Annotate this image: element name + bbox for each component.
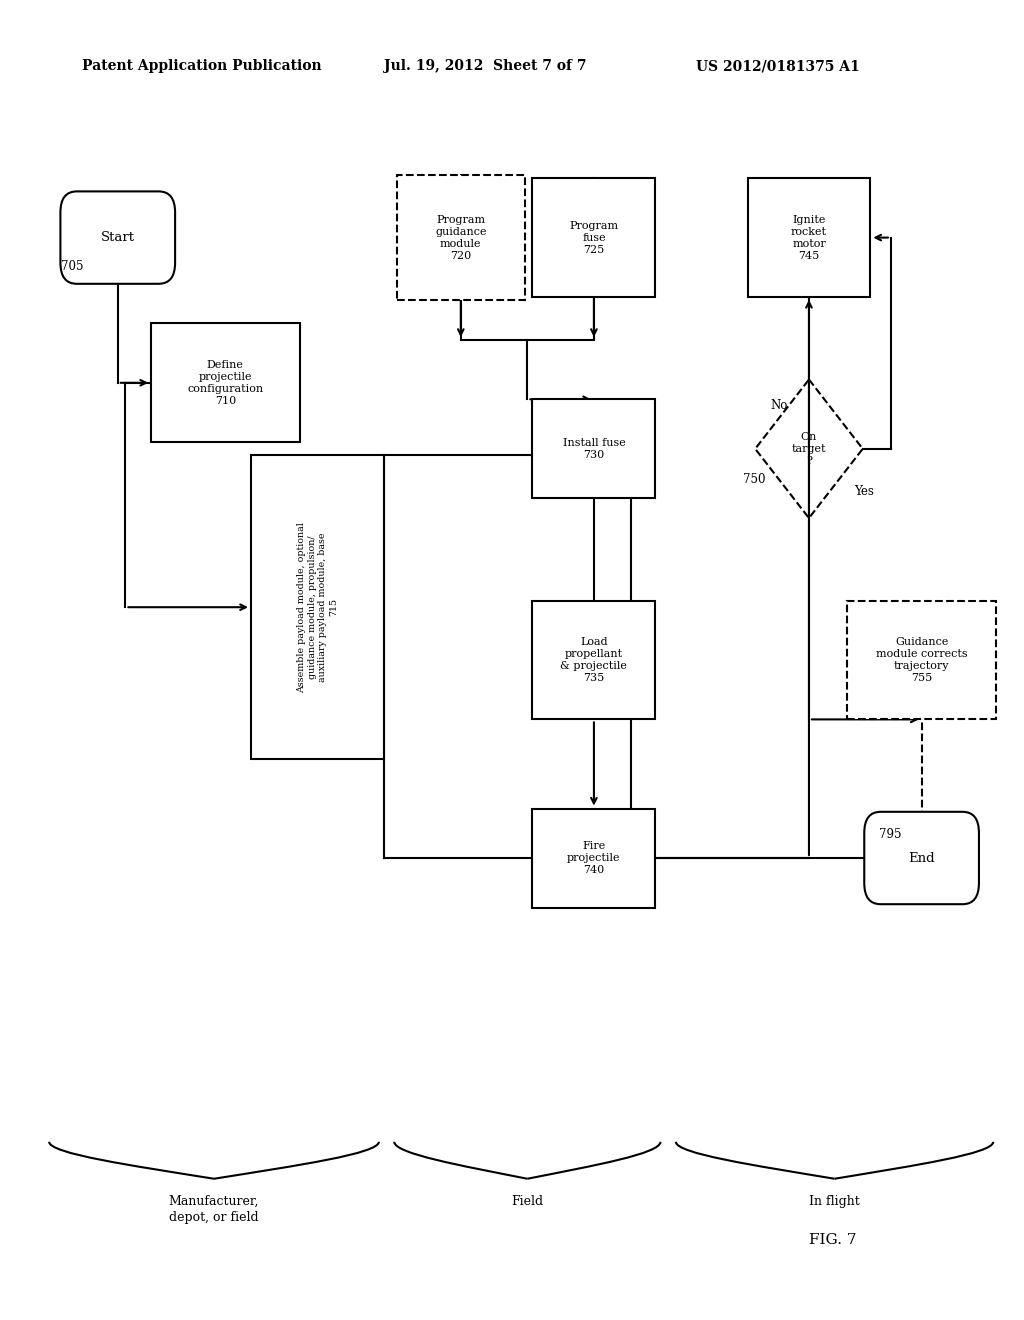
Text: Yes: Yes [854,484,873,498]
Text: Fire
projectile
740: Fire projectile 740 [567,841,621,875]
Text: Program
guidance
module
720: Program guidance module 720 [435,215,486,260]
Bar [748,178,870,297]
Text: 795: 795 [879,828,901,841]
Text: End: End [908,851,935,865]
FancyBboxPatch shape [60,191,175,284]
Text: On
target
?: On target ? [792,432,826,466]
Text: 750: 750 [743,473,766,486]
Text: Assemble payload module, optional
guidance module, propulsion/
auxiliary payload: Assemble payload module, optional guidan… [297,521,338,693]
Bar [532,808,655,908]
Text: 705: 705 [61,260,84,273]
Text: Patent Application Publication: Patent Application Publication [82,59,322,74]
Bar [397,176,524,301]
FancyBboxPatch shape [864,812,979,904]
Bar [532,399,655,498]
Text: Load
propellant
& projectile
735: Load propellant & projectile 735 [560,638,628,682]
Bar [532,178,655,297]
Text: In flight: In flight [809,1195,860,1208]
Text: Guidance
module corrects
trajectory
755: Guidance module corrects trajectory 755 [876,638,968,682]
Text: Program
fuse
725: Program fuse 725 [569,220,618,255]
Text: Manufacturer,
depot, or field: Manufacturer, depot, or field [169,1195,259,1224]
Text: No: No [770,399,787,412]
Text: Jul. 19, 2012  Sheet 7 of 7: Jul. 19, 2012 Sheet 7 of 7 [384,59,587,74]
Text: Define
projectile
configuration
710: Define projectile configuration 710 [187,360,263,405]
Bar [152,323,299,442]
Text: US 2012/0181375 A1: US 2012/0181375 A1 [696,59,860,74]
Text: Field: Field [511,1195,544,1208]
Text: Install fuse
730: Install fuse 730 [562,438,626,459]
Bar [532,601,655,719]
Bar [848,601,995,719]
Text: Start: Start [100,231,135,244]
Text: FIG. 7: FIG. 7 [809,1233,856,1247]
Bar [251,455,384,759]
Text: Ignite
rocket
motor
745: Ignite rocket motor 745 [791,215,827,260]
